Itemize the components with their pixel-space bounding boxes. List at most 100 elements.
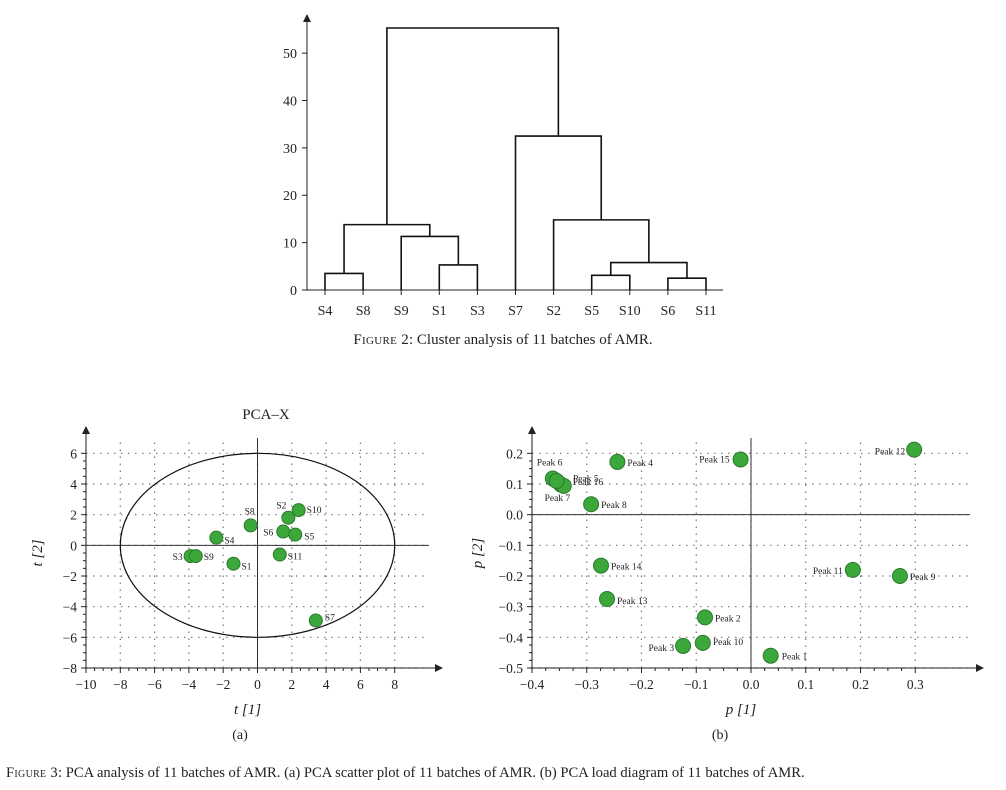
y-tick-label: −0.2 [499, 569, 524, 584]
x-tick-label: 6 [357, 677, 364, 692]
y-tick-label: −0.5 [499, 661, 524, 676]
data-point [583, 496, 600, 513]
x-tick-label: −0.3 [575, 677, 600, 692]
y-axis-arrow [303, 14, 311, 22]
point-label: S7 [325, 613, 335, 623]
x-tick-label: −0.1 [684, 677, 709, 692]
data-point [209, 530, 224, 545]
data-point [281, 510, 296, 525]
y-tick-label: 6 [70, 446, 77, 461]
x-tick-label: 4 [323, 677, 330, 692]
x-tick-label: −10 [75, 677, 96, 692]
dendrogram-chart: 0 10 20 30 40 50 S4 S8 S9 S1 S3 S7 S2 S5 S10 S6 S11 [283, 14, 723, 319]
y-tick-label: 0 [290, 284, 297, 299]
data-point [308, 613, 323, 628]
x-axis-arrow [435, 664, 443, 672]
dendrogram-link [343, 223, 431, 274]
data-point [548, 472, 565, 489]
point-label: Peak 6 [537, 458, 563, 468]
point-label: Peak 11 [813, 567, 843, 577]
data-point [272, 547, 287, 562]
point-label: Peak 1 [782, 653, 808, 663]
x-tick-label: 0.0 [743, 677, 760, 692]
x-tick-label: 0 [254, 677, 261, 692]
y-tick-label: −8 [63, 661, 78, 676]
chart-title: PCA–X [242, 407, 290, 423]
y-axis-label: p [2] [470, 538, 486, 570]
point-label: S8 [245, 507, 255, 517]
data-point [732, 451, 749, 468]
hotelling-ellipse [119, 452, 396, 638]
data-point [188, 549, 203, 564]
point-label: Peak 15 [699, 455, 730, 465]
y-tick-label: 50 [283, 47, 297, 62]
data-point [243, 518, 258, 533]
x-tick-label: −4 [182, 677, 197, 692]
point-label: Peak 2 [715, 614, 741, 624]
point-label: S2 [276, 502, 286, 512]
point-label: Peak 5 [573, 475, 599, 485]
point-label: Peak 14 [611, 563, 642, 573]
y-tick-label: −2 [63, 569, 77, 584]
y-tick-label: 4 [70, 477, 77, 492]
data-point [675, 637, 692, 654]
y-tick-label: 10 [283, 237, 297, 252]
point-label: Peak 12 [875, 448, 906, 458]
y-tick-label: 30 [283, 142, 297, 157]
y-tick-label: −0.1 [499, 538, 524, 553]
x-axis-label: p [1] [725, 702, 757, 718]
data-point [906, 441, 923, 458]
figure-3-caption-label: Figure 3 [6, 765, 59, 781]
data-point [891, 568, 908, 584]
y-tick-label: −0.3 [499, 600, 524, 615]
x-tick-label: 8 [391, 677, 398, 692]
x-tick-label: 0.1 [797, 677, 814, 692]
y-axis-label: t [2] [30, 539, 46, 566]
point-label: S5 [304, 533, 314, 543]
y-tick-label: 40 [283, 94, 297, 109]
data-point [762, 647, 779, 664]
data-point [288, 527, 303, 542]
x-axis-label: t [1] [234, 702, 261, 718]
point-label: S11 [288, 553, 303, 563]
x-tick-label: −8 [113, 677, 128, 692]
figure-2-caption-label: Figure 2 [353, 332, 409, 348]
leaf-label: S8 [356, 304, 371, 319]
x-tick-label: 2 [288, 677, 295, 692]
point-label: Peak 4 [627, 459, 653, 469]
data-point [226, 556, 241, 571]
figure-2-caption-text: : Cluster analysis of 11 batches of AMR. [409, 332, 653, 348]
x-tick-label: 0.2 [852, 677, 869, 692]
leaf-label: S3 [470, 304, 485, 319]
dendrogram-link [386, 27, 560, 225]
data-point [592, 557, 609, 574]
x-tick-label: −0.4 [520, 677, 545, 692]
data-point [694, 634, 711, 651]
point-label: S10 [307, 506, 322, 516]
figure-3-caption: Figure 3: PCA analysis of 11 batches of … [6, 765, 805, 782]
leaf-label: S4 [318, 304, 333, 319]
point-label: Peak 10 [713, 638, 744, 648]
y-tick-label: 0 [70, 538, 77, 553]
y-tick-label: −4 [63, 600, 78, 615]
leaf-label: S6 [661, 304, 676, 319]
x-tick-label: −0.2 [629, 677, 654, 692]
figure-2-caption: Figure 2: Cluster analysis of 11 batches… [0, 332, 1006, 349]
point-label: S1 [241, 563, 251, 573]
data-point [844, 561, 861, 578]
dendrogram-link [552, 219, 650, 290]
leaf-label: S1 [432, 304, 447, 319]
point-label: S4 [224, 537, 234, 547]
point-label: S9 [204, 553, 214, 563]
dendrogram-link [400, 235, 460, 290]
y-tick-label: 0.0 [506, 508, 523, 523]
x-tick-label: −2 [216, 677, 230, 692]
y-tick-label: 2 [70, 508, 77, 523]
panel-label: (a) [232, 728, 248, 743]
dendrogram-link [438, 264, 479, 290]
y-tick-label: 20 [283, 189, 297, 204]
point-label: S3 [173, 553, 183, 563]
data-point [276, 524, 291, 539]
